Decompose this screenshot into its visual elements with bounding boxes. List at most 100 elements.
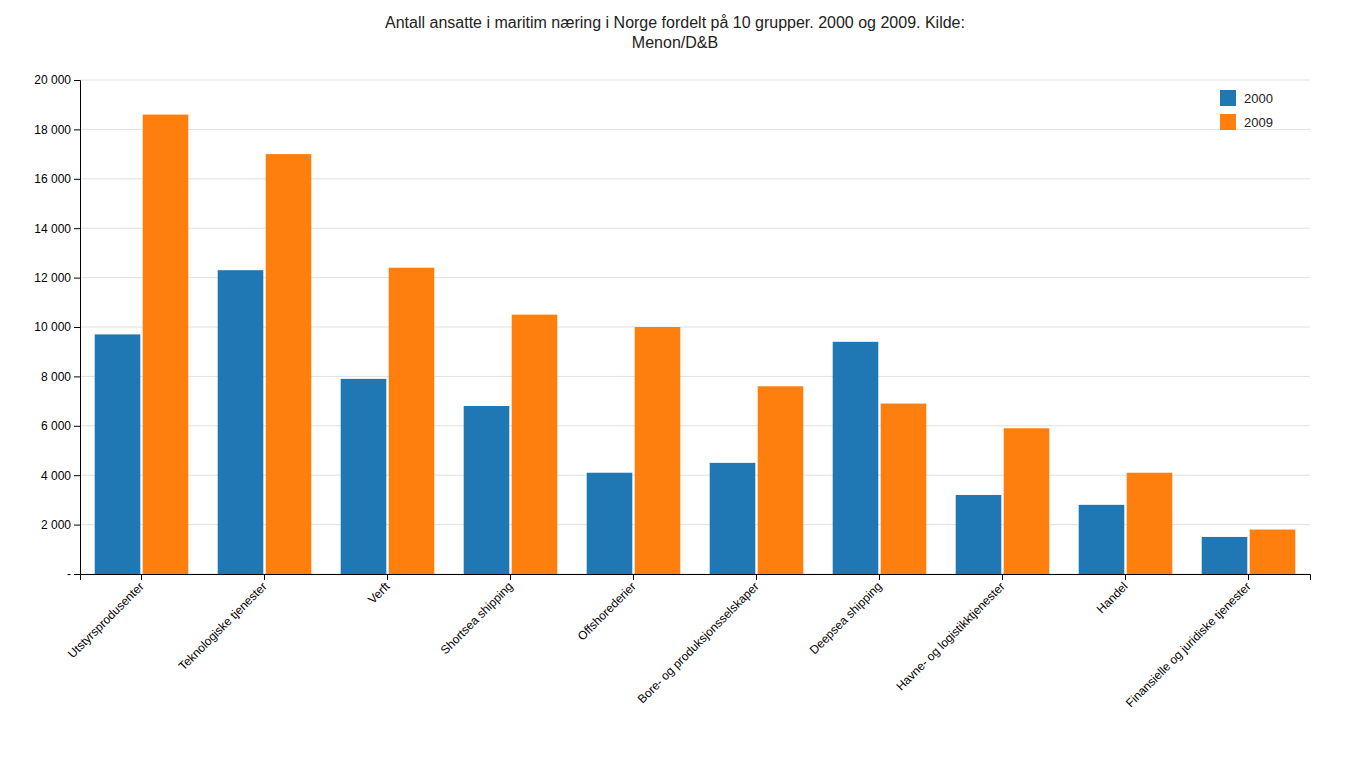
y-tick-label: 8 000 bbox=[41, 370, 71, 384]
y-tick: 18 000 bbox=[34, 123, 80, 137]
bar bbox=[1250, 530, 1296, 574]
y-tick: 6 000 bbox=[41, 419, 80, 433]
y-tick-mark bbox=[74, 475, 80, 476]
y-tick-mark bbox=[74, 278, 80, 279]
x-tick-mark bbox=[1002, 574, 1003, 580]
bar bbox=[1004, 428, 1050, 574]
x-tick-label: Verft bbox=[365, 579, 393, 607]
bar bbox=[1127, 473, 1173, 574]
x-tick-mark bbox=[510, 574, 511, 580]
bar-series bbox=[143, 115, 1296, 574]
y-tick-mark bbox=[74, 80, 80, 81]
legend-item: 2009 bbox=[1220, 114, 1273, 130]
grid-line bbox=[80, 129, 1310, 130]
y-tick: 20 000 bbox=[34, 73, 80, 87]
x-tick-mark bbox=[756, 574, 757, 580]
y-tick-label: 2 000 bbox=[41, 518, 71, 532]
bar bbox=[464, 406, 510, 574]
x-tick-label: Havne- og logistikktjenester bbox=[893, 579, 1007, 693]
x-tick: Havne- og logistikktjenester bbox=[893, 574, 1007, 694]
bar bbox=[1202, 537, 1248, 574]
y-tick-label: 6 000 bbox=[41, 419, 71, 433]
bar bbox=[635, 327, 681, 574]
bar bbox=[710, 463, 756, 574]
bar bbox=[341, 379, 387, 574]
grid-line bbox=[80, 228, 1310, 229]
x-tick: Handel bbox=[1094, 574, 1131, 616]
x-axis: Utstyrsprodusenter Teknologiske tjenester… bbox=[65, 574, 1310, 710]
bar bbox=[143, 115, 189, 574]
y-tick: 10 000 bbox=[34, 320, 80, 334]
x-tick: Bore- og produksjonsselskaper bbox=[635, 574, 762, 706]
grid-line bbox=[80, 524, 1310, 525]
bar bbox=[587, 473, 633, 574]
bar bbox=[758, 386, 804, 574]
y-tick: 16 000 bbox=[34, 172, 80, 186]
grid-line bbox=[80, 277, 1310, 278]
grid-line bbox=[80, 376, 1310, 377]
y-tick-mark bbox=[74, 525, 80, 526]
y-tick: 12 000 bbox=[34, 271, 80, 285]
x-tick: Finansielle og juridiske tjenester bbox=[1123, 574, 1254, 710]
y-tick-label: 14 000 bbox=[34, 222, 71, 236]
plot: - 2 000 4 000 6 000 8 000 10 000 12 000 14 000 1… bbox=[34, 73, 1310, 710]
x-tick-mark bbox=[1125, 574, 1126, 580]
y-tick-label: 20 000 bbox=[34, 73, 71, 87]
y-tick-mark bbox=[74, 376, 80, 377]
x-tick: Utstyrsprodusenter bbox=[65, 574, 147, 661]
y-tick-mark bbox=[74, 327, 80, 328]
y-tick-label: 16 000 bbox=[34, 172, 71, 186]
bar bbox=[512, 315, 558, 574]
x-tick: Teknologiske tjenester bbox=[176, 574, 270, 673]
chart: Antall ansatte i maritim næring i Norge … bbox=[0, 0, 1350, 774]
bar bbox=[266, 154, 312, 574]
y-tick: 2 000 bbox=[41, 518, 80, 532]
title: Antall ansatte i maritim næring i Norge … bbox=[385, 14, 965, 51]
x-tick: Verft bbox=[365, 574, 393, 607]
legend-swatch bbox=[1220, 90, 1236, 106]
y-tick-mark bbox=[74, 228, 80, 229]
x-tick-label: Handel bbox=[1094, 579, 1131, 616]
x-tick: Shortsea shipping bbox=[438, 574, 516, 657]
y-tick-label: 12 000 bbox=[34, 271, 71, 285]
y-tick-mark bbox=[74, 426, 80, 427]
y-tick: 4 000 bbox=[41, 469, 80, 483]
legend-item: 2000 bbox=[1220, 90, 1273, 106]
x-tick-mark bbox=[264, 574, 265, 580]
grid-line bbox=[80, 327, 1310, 328]
y-tick-label: 18 000 bbox=[34, 123, 71, 137]
y-tick-mark bbox=[74, 574, 80, 575]
y-tick-label: 4 000 bbox=[41, 469, 71, 483]
x-tick: Offshorederier bbox=[575, 574, 639, 643]
x-tick-label: Shortsea shipping bbox=[438, 579, 516, 657]
legend-swatch bbox=[1220, 114, 1236, 130]
bar bbox=[389, 268, 435, 574]
x-tick-mark bbox=[387, 574, 388, 580]
bars bbox=[95, 115, 1296, 574]
grid-line bbox=[80, 425, 1310, 426]
y-axis: - 2 000 4 000 6 000 8 000 10 000 12 000 14 000 1… bbox=[34, 73, 80, 581]
grid-line bbox=[80, 178, 1310, 179]
bar bbox=[1079, 505, 1125, 574]
x-tick-label: Utstyrsprodusenter bbox=[65, 579, 147, 661]
x-tick-label: Finansielle og juridiske tjenester bbox=[1123, 579, 1254, 710]
bar bbox=[956, 495, 1002, 574]
x-tick: Deepsea shipping bbox=[807, 574, 885, 657]
y-tick: 8 000 bbox=[41, 370, 80, 384]
grid-line bbox=[80, 475, 1310, 476]
x-tick-label: Bore- og produksjonsselskaper bbox=[635, 579, 762, 706]
legend-label: 2000 bbox=[1244, 91, 1273, 106]
x-axis-line bbox=[81, 575, 1311, 581]
grid bbox=[80, 80, 1310, 574]
x-tick-label: Deepsea shipping bbox=[807, 579, 885, 657]
x-tick-mark bbox=[633, 574, 634, 580]
y-axis-line bbox=[74, 81, 81, 575]
y-tick-mark bbox=[74, 179, 80, 180]
y-tick: - bbox=[67, 567, 80, 581]
x-tick-mark bbox=[1248, 574, 1249, 580]
y-tick: 14 000 bbox=[34, 222, 80, 236]
x-tick-label: Offshorederier bbox=[575, 579, 639, 643]
y-tick-label: 10 000 bbox=[34, 320, 71, 334]
x-tick-mark bbox=[141, 574, 142, 580]
bar bbox=[218, 270, 264, 574]
